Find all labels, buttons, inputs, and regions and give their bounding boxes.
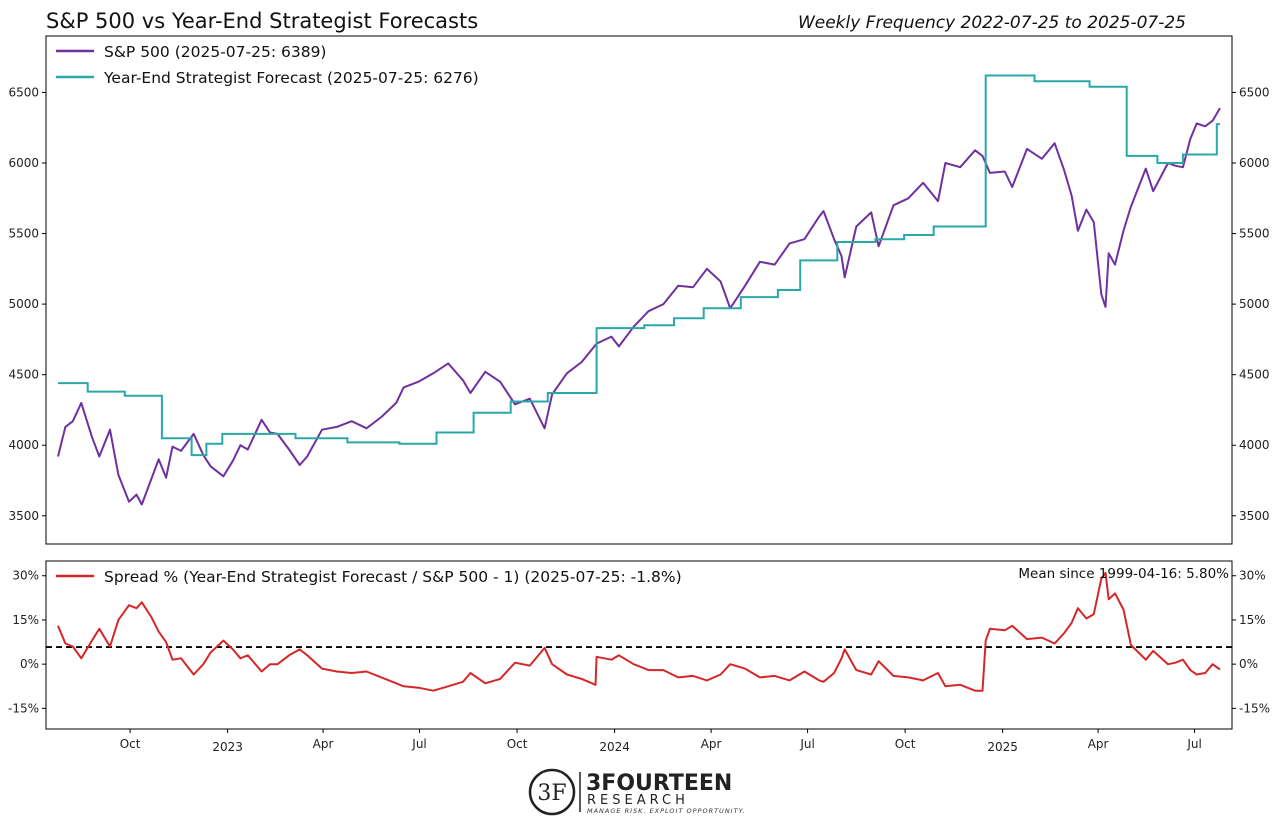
x-tick-label: Apr [701,737,722,751]
y-tick-label-right: 3500 [1239,509,1270,523]
y-tick-label-right: 6500 [1239,85,1270,99]
price-series [57,74,1221,506]
y-tick-label-left: 5000 [8,297,39,311]
chart-subtitle: Weekly Frequency 2022-07-25 to 2025-07-2… [798,13,1186,33]
y-tick-label-left: 4500 [8,368,39,382]
logo-tagline: MANAGE RISK. EXPLOIT OPPORTUNITY. [587,807,746,815]
y-tick-label-left: 15% [12,613,39,627]
y-tick-label-right: 5500 [1239,227,1270,241]
y-tick-label-right: 6000 [1239,156,1270,170]
x-tick-label: Apr [1088,737,1109,751]
y-tick-label-left: 0% [20,657,39,671]
date-x-axis: Oct 2023 Apr Jul Oct 2024 Apr Jul Oct 2025 Apr Jul [120,729,1202,754]
y-tick-label-left: 4000 [8,438,39,452]
y-tick-label-left: 5500 [8,227,39,241]
y-tick-label-right: 0% [1239,657,1258,671]
spread-series [46,571,1232,692]
x-tick-label: Oct [895,737,916,751]
y-tick-label-left: 30% [12,569,39,583]
logo-name: 3FOURTEEN [586,771,732,796]
logo-circle-icon [528,768,576,816]
price-legend: S&P 500 (2025-07-25: 6389) Year-End Stra… [56,43,479,87]
x-tick-label: Jul [411,737,426,751]
y-tick-label-right: 4000 [1239,438,1270,452]
forecast-step-line [58,74,1220,457]
logo: 3F 3FOURTEEN RESEARCH MANAGE RISK. EXPLO… [528,768,746,816]
spx-line [57,107,1221,506]
x-tick-label: Jul [799,737,814,751]
y-tick-label-right: 5000 [1239,297,1270,311]
y-tick-label-left: 3500 [8,509,39,523]
x-tick-label: 2024 [599,740,630,754]
y-tick-label-left: 6000 [8,156,39,170]
y-tick-label-right: 4500 [1239,368,1270,382]
spread-legend: Spread % (Year-End Strategist Forecast /… [56,568,682,586]
spread-panel-frame [45,560,1233,730]
x-tick-label: Jul [1186,737,1201,751]
legend-spx-label: S&P 500 (2025-07-25: 6389) [104,43,326,61]
chart-title: S&P 500 vs Year-End Strategist Forecasts [46,9,478,33]
x-tick-label: 2025 [987,740,1018,754]
y-tick-label-right: -15% [1239,701,1270,715]
x-tick-label: Oct [120,737,141,751]
price-y-axis: 3500 3500 4000 4000 4500 4500 5000 5000 5500 5500… [8,85,1269,522]
y-tick-label-left: 6500 [8,85,39,99]
y-tick-label-right: 30% [1239,569,1266,583]
spread-line [57,571,1221,692]
x-tick-label: Oct [507,737,528,751]
x-tick-label: 2023 [212,740,243,754]
x-tick-label: Apr [313,737,334,751]
logo-sub: RESEARCH [587,793,689,808]
y-tick-label-right: 15% [1239,613,1266,627]
price-panel-frame [45,35,1233,545]
legend-spread-label: Spread % (Year-End Strategist Forecast /… [104,568,682,586]
logo-monogram: 3F [537,781,566,806]
legend-forecast-label: Year-End Strategist Forecast (2025-07-25… [103,69,479,87]
spread-y-axis: -15% -15% 0% 0% 15% 15% 30% 30% [8,569,1270,716]
mean-annotation: Mean since 1999-04-16: 5.80% [1018,566,1229,582]
y-tick-label-left: -15% [8,701,39,715]
